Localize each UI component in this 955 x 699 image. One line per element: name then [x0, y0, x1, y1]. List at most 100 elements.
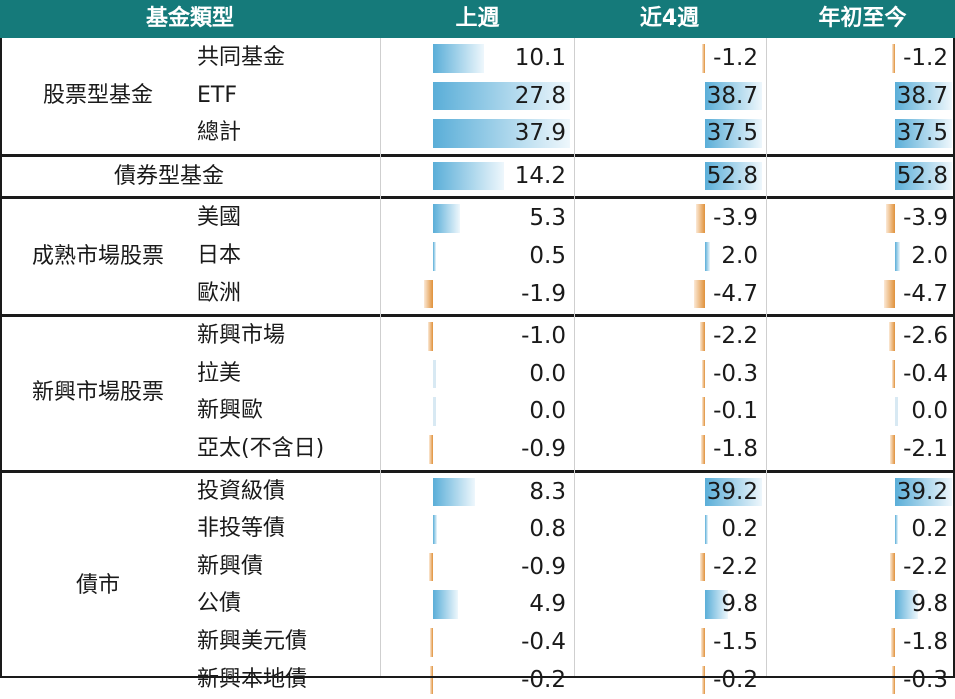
positive-bar: [433, 359, 436, 389]
positive-bar: [705, 242, 710, 271]
negative-bar: [702, 44, 705, 73]
positive-bar: [433, 44, 484, 73]
negative-bar: [888, 322, 895, 351]
row-label: 共同基金: [197, 45, 286, 70]
value-cell: 37.5: [706, 120, 758, 147]
positive-bar: [705, 515, 708, 544]
group-label: 股票型基金: [42, 83, 153, 109]
header-fund-type: 基金類型: [145, 6, 234, 31]
value-cell: -4.7: [713, 280, 758, 307]
value-cell: 37.5: [896, 120, 948, 147]
negative-bar: [885, 204, 895, 233]
column-divider: [574, 38, 575, 678]
table-border-bottom: [0, 676, 955, 678]
positive-bar: [895, 242, 900, 271]
positive-bar: [895, 590, 919, 619]
group-label: 成熟市場股票: [31, 243, 164, 269]
positive-bar: [705, 590, 729, 619]
table-header: 基金類型 上週 近4週 年初至今: [0, 0, 955, 38]
value-cell: 27.8: [514, 82, 566, 109]
negative-bar: [702, 359, 705, 389]
positive-bar: [895, 119, 952, 148]
value-cell: -2.2: [903, 553, 948, 580]
positive-bar: [705, 81, 762, 111]
row-label: ETF: [197, 82, 237, 108]
group-separator: [0, 153, 955, 157]
value-cell: -0.4: [903, 360, 948, 387]
value-cell: -4.7: [903, 280, 948, 307]
value-cell: -2.2: [713, 323, 758, 350]
negative-bar: [423, 279, 433, 309]
negative-bar: [700, 435, 705, 464]
positive-bar: [433, 590, 458, 619]
group-label: 新興市場股票: [31, 380, 164, 406]
positive-bar: [433, 515, 437, 544]
value-cell: -0.3: [903, 666, 948, 693]
value-cell: -0.1: [713, 398, 758, 425]
value-cell: 10.1: [514, 45, 566, 71]
negative-bar: [695, 204, 705, 233]
value-cell: 8.3: [529, 478, 566, 505]
group-label: 債市: [75, 573, 120, 599]
value-cell: -1.2: [713, 45, 758, 71]
value-cell: 4.9: [529, 591, 566, 618]
row-label: 拉美: [197, 360, 242, 386]
value-cell: 2.0: [721, 243, 758, 269]
positive-bar: [433, 81, 570, 111]
value-cell: 0.8: [529, 516, 566, 543]
positive-bar: [895, 397, 898, 426]
header-last-week: 上週: [455, 6, 500, 31]
table-border-left: [0, 38, 2, 678]
negative-bar: [702, 397, 705, 426]
positive-bar: [705, 477, 762, 507]
value-cell: -0.2: [713, 666, 758, 693]
positive-bar: [895, 477, 952, 507]
row-label: 美國: [197, 205, 242, 231]
row-label: 投資級債: [197, 478, 286, 504]
negative-bar: [701, 628, 705, 657]
table-border-right: [953, 38, 955, 678]
header-ytd: 年初至今: [818, 6, 907, 31]
negative-bar: [890, 628, 895, 657]
value-cell: 0.0: [529, 360, 566, 387]
negative-bar: [889, 552, 895, 582]
value-cell: -1.5: [713, 629, 758, 655]
value-cell: -1.8: [713, 436, 758, 462]
positive-bar: [895, 81, 952, 111]
negative-bar: [892, 44, 895, 73]
value-cell: -3.9: [903, 205, 948, 232]
column-divider: [766, 38, 767, 678]
value-cell: -0.3: [713, 360, 758, 387]
positive-bar: [433, 242, 436, 271]
header-last-4-weeks: 近4週: [639, 6, 700, 31]
positive-bar: [433, 161, 504, 191]
positive-bar: [433, 397, 436, 426]
value-cell: 0.2: [911, 516, 948, 543]
negative-bar: [430, 628, 433, 657]
row-label: 公債: [197, 591, 242, 617]
value-cell: -1.9: [521, 280, 566, 307]
row-label: 新興債: [197, 553, 264, 579]
row-label: 日本: [197, 243, 242, 268]
negative-bar: [428, 552, 433, 582]
row-label: 總計: [197, 120, 242, 146]
value-cell: -1.8: [903, 629, 948, 655]
group-separator: [0, 196, 955, 200]
value-cell: -1.0: [521, 323, 566, 350]
value-cell: 39.2: [706, 478, 758, 505]
row-label: 新興市場: [197, 323, 286, 349]
value-cell: 52.8: [896, 162, 948, 189]
group-separator: [0, 469, 955, 473]
negative-bar: [428, 435, 433, 464]
group-separator: [0, 314, 955, 318]
value-cell: 2.0: [911, 243, 948, 269]
value-cell: 39.2: [896, 478, 948, 505]
positive-bar: [433, 119, 570, 148]
row-label: 新興本地債: [197, 666, 308, 692]
value-cell: -0.4: [521, 629, 566, 655]
negative-bar: [892, 359, 895, 389]
value-cell: -2.6: [903, 323, 948, 350]
positive-bar: [895, 161, 952, 191]
negative-bar: [890, 435, 895, 464]
negative-bar: [428, 322, 433, 351]
